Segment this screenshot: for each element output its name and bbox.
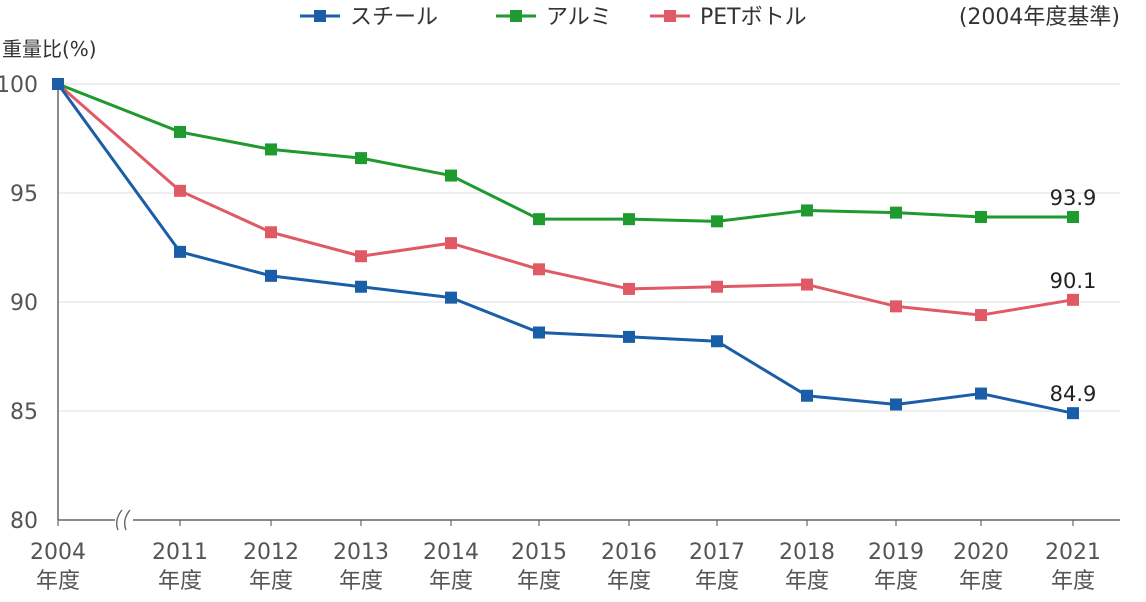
data-point (1067, 407, 1079, 420)
x-tick-label-suffix: 年度 (517, 569, 561, 594)
y-tick-label: 95 (10, 182, 38, 207)
data-point (711, 280, 723, 293)
x-tick-label-suffix: 年度 (36, 569, 80, 594)
data-point (623, 282, 635, 295)
data-point (445, 291, 457, 304)
data-point (801, 389, 813, 402)
series-3: 90.1 (52, 78, 1097, 322)
legend-item: アルミ (496, 5, 612, 30)
x-tick-label: 2017 (689, 540, 745, 565)
x-tick-label-suffix: 年度 (607, 569, 651, 594)
x-tick-labels: 2004 年度 2011 年度 2012 年度 2013 年度 2014 年度 2015 年度 2016… (30, 540, 1101, 594)
series-1: 84.9 (52, 78, 1097, 420)
data-point (533, 263, 545, 276)
y-tick-labels: 80 85 90 95 100 (0, 73, 38, 534)
data-point (890, 398, 902, 411)
grid-lines (58, 83, 1120, 412)
x-tick-label: 2016 (601, 540, 657, 565)
data-point (174, 125, 186, 138)
data-point (355, 152, 367, 165)
axis-break-symbol (115, 508, 133, 532)
x-tick-label: 2015 (511, 540, 567, 565)
x-tick-label-suffix: 年度 (158, 569, 202, 594)
legend-label: PETボトル (700, 5, 807, 30)
x-tick-label: 2018 (779, 540, 835, 565)
data-point (890, 300, 902, 313)
x-tick-label-suffix: 年度 (1051, 569, 1095, 594)
axes (57, 80, 1120, 532)
x-tick-label-suffix: 年度 (874, 569, 918, 594)
data-point (975, 387, 987, 400)
data-point (1067, 210, 1079, 223)
data-point (711, 215, 723, 228)
x-tick-label-suffix: 年度 (339, 569, 383, 594)
x-tick-label-suffix: 年度 (249, 569, 293, 594)
series-2: 93.9 (52, 78, 1097, 228)
legend-item: PETボトル (650, 5, 807, 30)
legend-item: スチール (300, 5, 438, 30)
data-point (1067, 293, 1079, 306)
data-point (975, 309, 987, 322)
x-tick-label: 2013 (333, 540, 389, 565)
legend-swatch-marker (510, 10, 522, 22)
data-point (52, 78, 64, 90)
legend-label: アルミ (546, 5, 612, 30)
series-line (57, 82, 1074, 317)
data-point (355, 280, 367, 293)
end-data-label: 84.9 (1050, 382, 1097, 406)
data-point (890, 206, 902, 219)
data-point (355, 250, 367, 263)
data-point (533, 326, 545, 339)
x-tick-label-suffix: 年度 (695, 569, 739, 594)
legend: スチール アルミ PETボトル (300, 5, 807, 30)
x-tick-label: 2019 (868, 540, 924, 565)
series-line (56, 83, 1074, 415)
x-tick-label-suffix: 年度 (785, 569, 829, 594)
x-tick-label: 2004 (30, 540, 86, 565)
x-tick-label: 2011 (152, 540, 208, 565)
data-point (265, 226, 277, 239)
y-tick-label: 80 (10, 509, 38, 534)
data-point (174, 245, 186, 258)
baseline-note: (2004年度基準) (959, 5, 1120, 30)
y-tick-label: 85 (10, 400, 38, 425)
x-tick-label-suffix: 年度 (959, 569, 1003, 594)
data-point (265, 269, 277, 282)
y-tick-label: 90 (10, 291, 38, 316)
y-axis-label: 重量比(%) (2, 37, 97, 61)
legend-swatch-marker (314, 10, 326, 22)
end-data-label: 90.1 (1050, 269, 1097, 293)
data-point (623, 330, 635, 343)
data-point (445, 169, 457, 182)
data-point (623, 213, 635, 226)
x-tick-label: 2021 (1045, 540, 1101, 565)
legend-label: スチール (350, 5, 438, 30)
x-tick-label: 2012 (243, 540, 299, 565)
data-point (801, 204, 813, 217)
series-group: 93.9 90.1 84.9 (52, 78, 1097, 420)
data-point (445, 237, 457, 250)
data-point (265, 143, 277, 156)
data-point (975, 210, 987, 223)
legend-swatch-marker (664, 10, 676, 22)
data-point (533, 213, 545, 226)
y-tick-label: 100 (0, 73, 38, 98)
x-tick-label-suffix: 年度 (429, 569, 473, 594)
data-point (174, 184, 186, 197)
end-data-label: 93.9 (1050, 186, 1097, 210)
x-tick-label: 2014 (423, 540, 479, 565)
x-tick-label: 2020 (953, 540, 1009, 565)
data-point (801, 278, 813, 291)
series-line (57, 82, 1073, 223)
data-point (711, 335, 723, 348)
